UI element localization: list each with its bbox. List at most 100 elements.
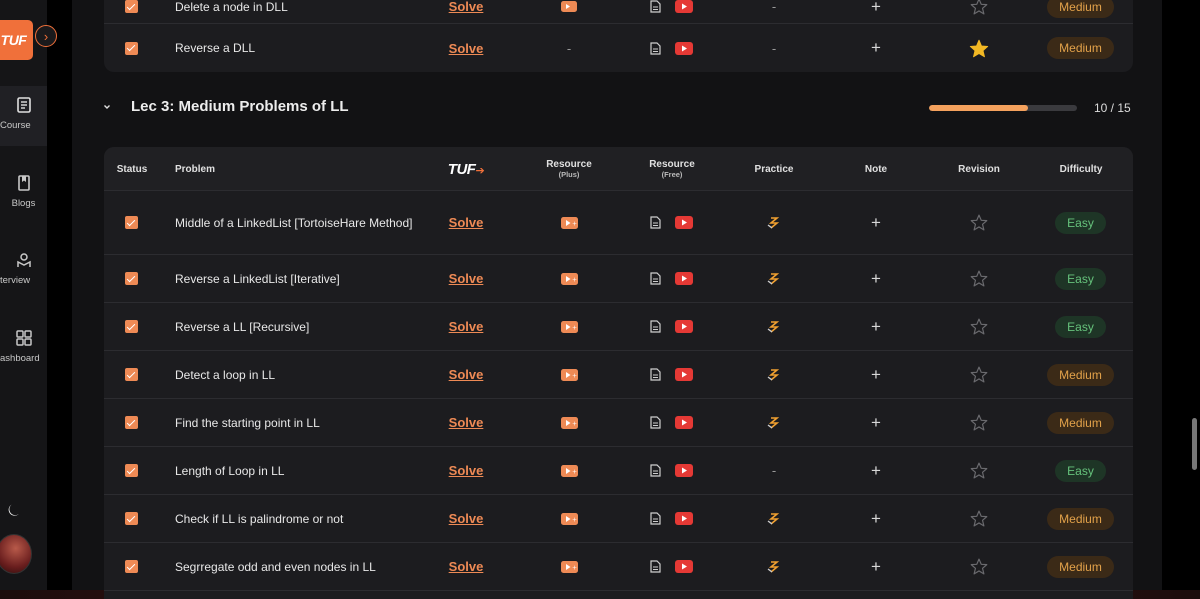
star-outline-icon[interactable] bbox=[970, 414, 988, 431]
add-note-button[interactable]: + bbox=[871, 556, 881, 576]
header-tuf: TUF➔ bbox=[426, 147, 506, 191]
solve-link[interactable]: Solve bbox=[448, 463, 484, 478]
solve-link[interactable]: Solve bbox=[448, 415, 484, 430]
sidebar-item-interview[interactable]: terview bbox=[0, 241, 47, 301]
plus-video-icon[interactable]: + bbox=[560, 272, 578, 285]
avatar[interactable] bbox=[0, 534, 32, 574]
plus-video-icon[interactable]: + bbox=[560, 560, 578, 573]
solve-link[interactable]: Solve bbox=[448, 559, 484, 574]
status-checkbox[interactable] bbox=[124, 560, 138, 573]
difficulty-badge: Medium bbox=[1047, 411, 1114, 434]
status-checkbox[interactable] bbox=[124, 464, 138, 477]
header-revision: Revision bbox=[958, 163, 1000, 175]
article-icon[interactable] bbox=[650, 512, 661, 525]
solve-link[interactable]: Solve bbox=[448, 215, 484, 230]
practice-icon[interactable] bbox=[766, 560, 782, 574]
section-title[interactable]: Lec 3: Medium Problems of LL bbox=[131, 98, 349, 115]
chevron-down-icon[interactable] bbox=[102, 102, 112, 112]
status-checkbox[interactable] bbox=[124, 216, 138, 229]
sidebar-item-dashboard[interactable]: ashboard bbox=[0, 319, 47, 379]
table-row: Delete a node in DLL Solve - + Medium bbox=[104, 0, 1133, 24]
sidebar-toggle-button[interactable]: › bbox=[35, 25, 57, 47]
practice-icon[interactable] bbox=[766, 272, 782, 286]
add-note-button[interactable]: + bbox=[871, 38, 881, 57]
sidebar-item-label: Course bbox=[0, 120, 31, 131]
youtube-icon[interactable] bbox=[675, 368, 693, 381]
plus-video-icon[interactable]: + bbox=[560, 320, 578, 333]
article-icon[interactable] bbox=[650, 320, 661, 333]
add-note-button[interactable]: + bbox=[871, 364, 881, 384]
add-note-button[interactable]: + bbox=[871, 460, 881, 480]
youtube-icon[interactable] bbox=[675, 416, 693, 429]
sidebar-item-label: Blogs bbox=[11, 198, 36, 209]
plus-video-icon[interactable]: + bbox=[560, 416, 578, 429]
youtube-icon[interactable] bbox=[675, 512, 693, 525]
plus-video-icon[interactable] bbox=[561, 1, 577, 12]
star-outline-icon[interactable] bbox=[970, 558, 988, 575]
youtube-icon[interactable] bbox=[675, 0, 693, 13]
practice-icon[interactable] bbox=[766, 216, 782, 230]
add-note-button[interactable]: + bbox=[871, 0, 881, 16]
star-outline-icon[interactable] bbox=[970, 270, 988, 287]
status-checkbox[interactable] bbox=[124, 320, 138, 333]
star-outline-icon[interactable] bbox=[970, 0, 988, 15]
star-outline-icon[interactable] bbox=[970, 214, 988, 231]
tuf-logo[interactable]: TUF bbox=[0, 20, 33, 60]
practice-icon[interactable] bbox=[766, 512, 782, 526]
star-outline-icon[interactable] bbox=[970, 462, 988, 479]
status-checkbox[interactable] bbox=[124, 272, 138, 285]
article-icon[interactable] bbox=[650, 216, 661, 229]
plus-video-icon[interactable]: + bbox=[560, 464, 578, 477]
add-note-button[interactable]: + bbox=[871, 316, 881, 336]
star-outline-icon[interactable] bbox=[970, 318, 988, 335]
add-note-button[interactable]: + bbox=[871, 412, 881, 432]
sidebar-item-blogs[interactable]: Blogs bbox=[0, 164, 47, 224]
add-note-button[interactable]: + bbox=[871, 508, 881, 528]
moon-icon[interactable] bbox=[6, 502, 22, 518]
plus-video-icon[interactable]: + bbox=[560, 512, 578, 525]
status-checkbox[interactable] bbox=[124, 512, 138, 525]
practice-icon[interactable] bbox=[766, 368, 782, 382]
solve-link[interactable]: Solve bbox=[448, 271, 484, 286]
status-checkbox[interactable] bbox=[124, 41, 138, 55]
sidebar-item-course[interactable]: Course bbox=[0, 86, 47, 146]
solve-link[interactable]: Solve bbox=[448, 319, 484, 334]
add-note-button[interactable]: + bbox=[871, 268, 881, 288]
star-outline-icon[interactable] bbox=[970, 366, 988, 383]
article-icon[interactable] bbox=[650, 464, 661, 477]
add-note-button[interactable]: + bbox=[871, 212, 881, 232]
article-icon[interactable] bbox=[650, 272, 661, 285]
section-progress-bar bbox=[929, 105, 1077, 111]
table-row: Reverse a LL [Recursive] Solve + + Easy bbox=[104, 303, 1133, 351]
article-icon[interactable] bbox=[650, 0, 661, 13]
article-icon[interactable] bbox=[650, 560, 661, 573]
header-resource-plus: Resource (Plus) bbox=[546, 159, 592, 179]
solve-link[interactable]: Solve bbox=[448, 0, 484, 14]
table-row: Reverse a LinkedList [Iterative] Solve +… bbox=[104, 255, 1133, 303]
solve-link[interactable]: Solve bbox=[448, 367, 484, 382]
article-icon[interactable] bbox=[650, 368, 661, 381]
youtube-icon[interactable] bbox=[675, 41, 693, 55]
practice-icon[interactable] bbox=[766, 416, 782, 430]
youtube-icon[interactable] bbox=[675, 272, 693, 285]
youtube-icon[interactable] bbox=[675, 560, 693, 573]
problem-name: Delete a node in DLL bbox=[175, 0, 288, 14]
youtube-icon[interactable] bbox=[675, 320, 693, 333]
article-icon[interactable] bbox=[650, 416, 661, 429]
star-outline-icon[interactable] bbox=[970, 510, 988, 527]
solve-link[interactable]: Solve bbox=[448, 40, 484, 56]
table-row: Middle of a LinkedList [TortoiseHare Met… bbox=[104, 191, 1133, 255]
practice-icon[interactable] bbox=[766, 320, 782, 334]
status-checkbox[interactable] bbox=[124, 416, 138, 429]
plus-video-icon[interactable]: + bbox=[560, 368, 578, 381]
article-icon[interactable] bbox=[650, 41, 661, 55]
solve-link[interactable]: Solve bbox=[448, 511, 484, 526]
plus-video-icon[interactable]: + bbox=[560, 216, 578, 229]
status-checkbox[interactable] bbox=[124, 0, 138, 13]
star-filled-icon[interactable] bbox=[969, 39, 989, 58]
youtube-icon[interactable] bbox=[675, 216, 693, 229]
scrollbar[interactable] bbox=[1192, 418, 1197, 470]
status-checkbox[interactable] bbox=[124, 368, 138, 381]
youtube-icon[interactable] bbox=[675, 464, 693, 477]
table-row: Reverse a DLL Solve - - + Medium bbox=[104, 24, 1133, 72]
